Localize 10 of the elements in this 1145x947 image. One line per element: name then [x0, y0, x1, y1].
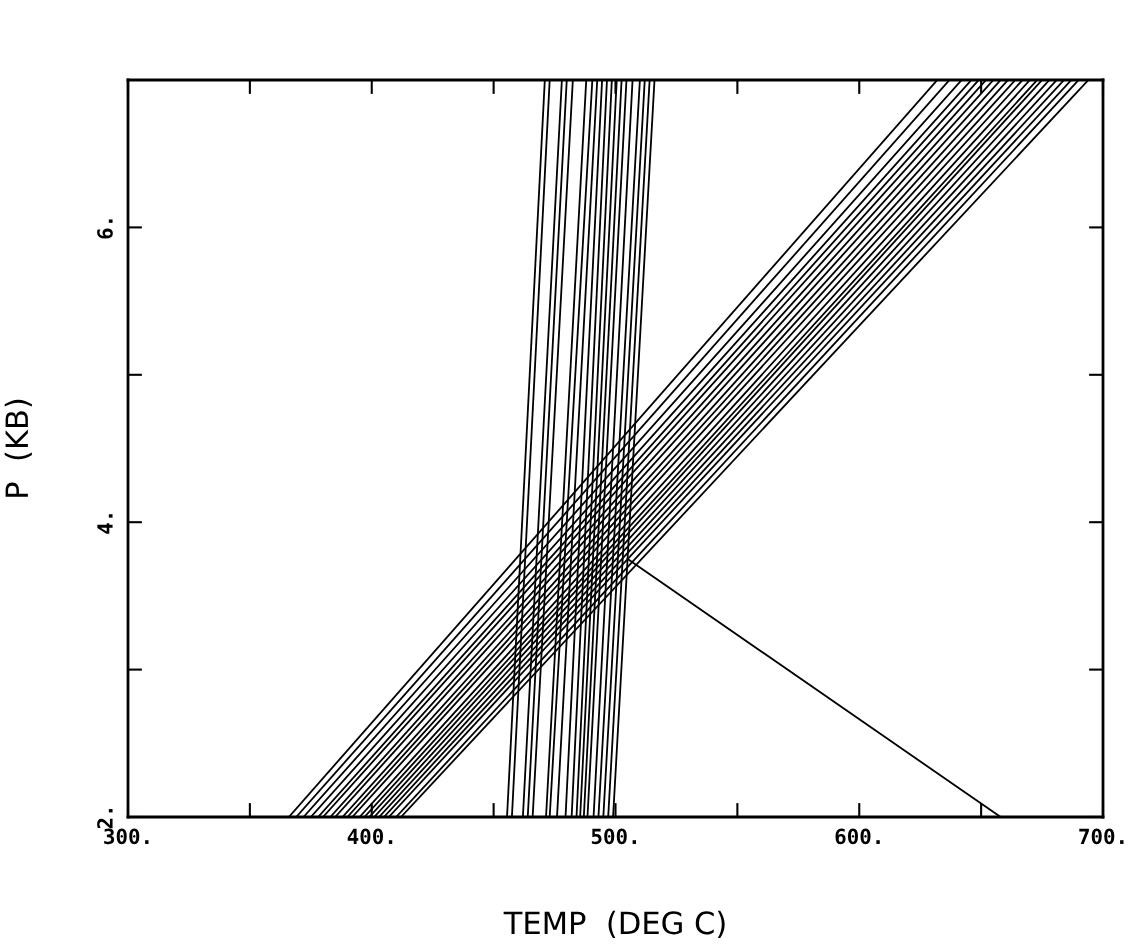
x-tick-label: 700. — [1079, 828, 1124, 845]
x-tick-label: 400. — [347, 828, 393, 845]
y-tick-label: 4. — [97, 514, 113, 534]
x-tick-label: 600. — [835, 828, 880, 845]
y-tick-label: 2. — [97, 809, 113, 829]
x-tick-label: 300. — [104, 828, 149, 845]
y-tick-label: 6. — [97, 219, 113, 239]
x-tick-label: 500. — [591, 828, 636, 845]
x-axis-title: TEMP (DEG C) — [503, 910, 725, 939]
y-axis-title: P (KB) — [4, 399, 32, 497]
